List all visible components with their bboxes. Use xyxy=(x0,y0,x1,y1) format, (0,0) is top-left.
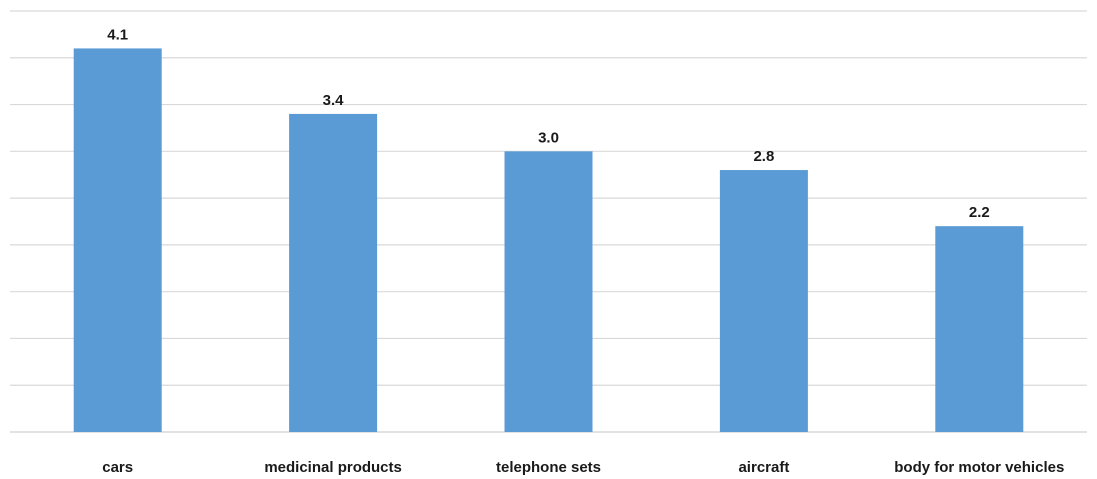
bar-aircraft xyxy=(719,170,808,433)
data-label: 2.8 xyxy=(753,148,774,165)
category-label: medicinal products xyxy=(264,459,402,476)
bar-body-for-motor-vehicles xyxy=(935,226,1024,432)
bar-medicinal-products xyxy=(289,113,378,433)
data-label: 3.0 xyxy=(538,129,559,146)
bar-telephone-sets xyxy=(504,151,593,433)
category-label: cars xyxy=(102,459,133,476)
category-label: aircraft xyxy=(738,459,789,476)
bar-cars xyxy=(73,48,162,433)
category-label: body for motor vehicles xyxy=(894,459,1064,476)
category-labels: cars medicinal products telephone sets airc… xyxy=(102,459,1064,476)
data-label: 4.1 xyxy=(107,26,128,43)
data-labels: 4.1 3.4 3.0 2.8 2.2 xyxy=(107,26,989,221)
bars xyxy=(73,48,1024,433)
data-label: 3.4 xyxy=(323,92,345,109)
category-label: telephone sets xyxy=(496,459,601,476)
data-label: 2.2 xyxy=(969,204,990,221)
